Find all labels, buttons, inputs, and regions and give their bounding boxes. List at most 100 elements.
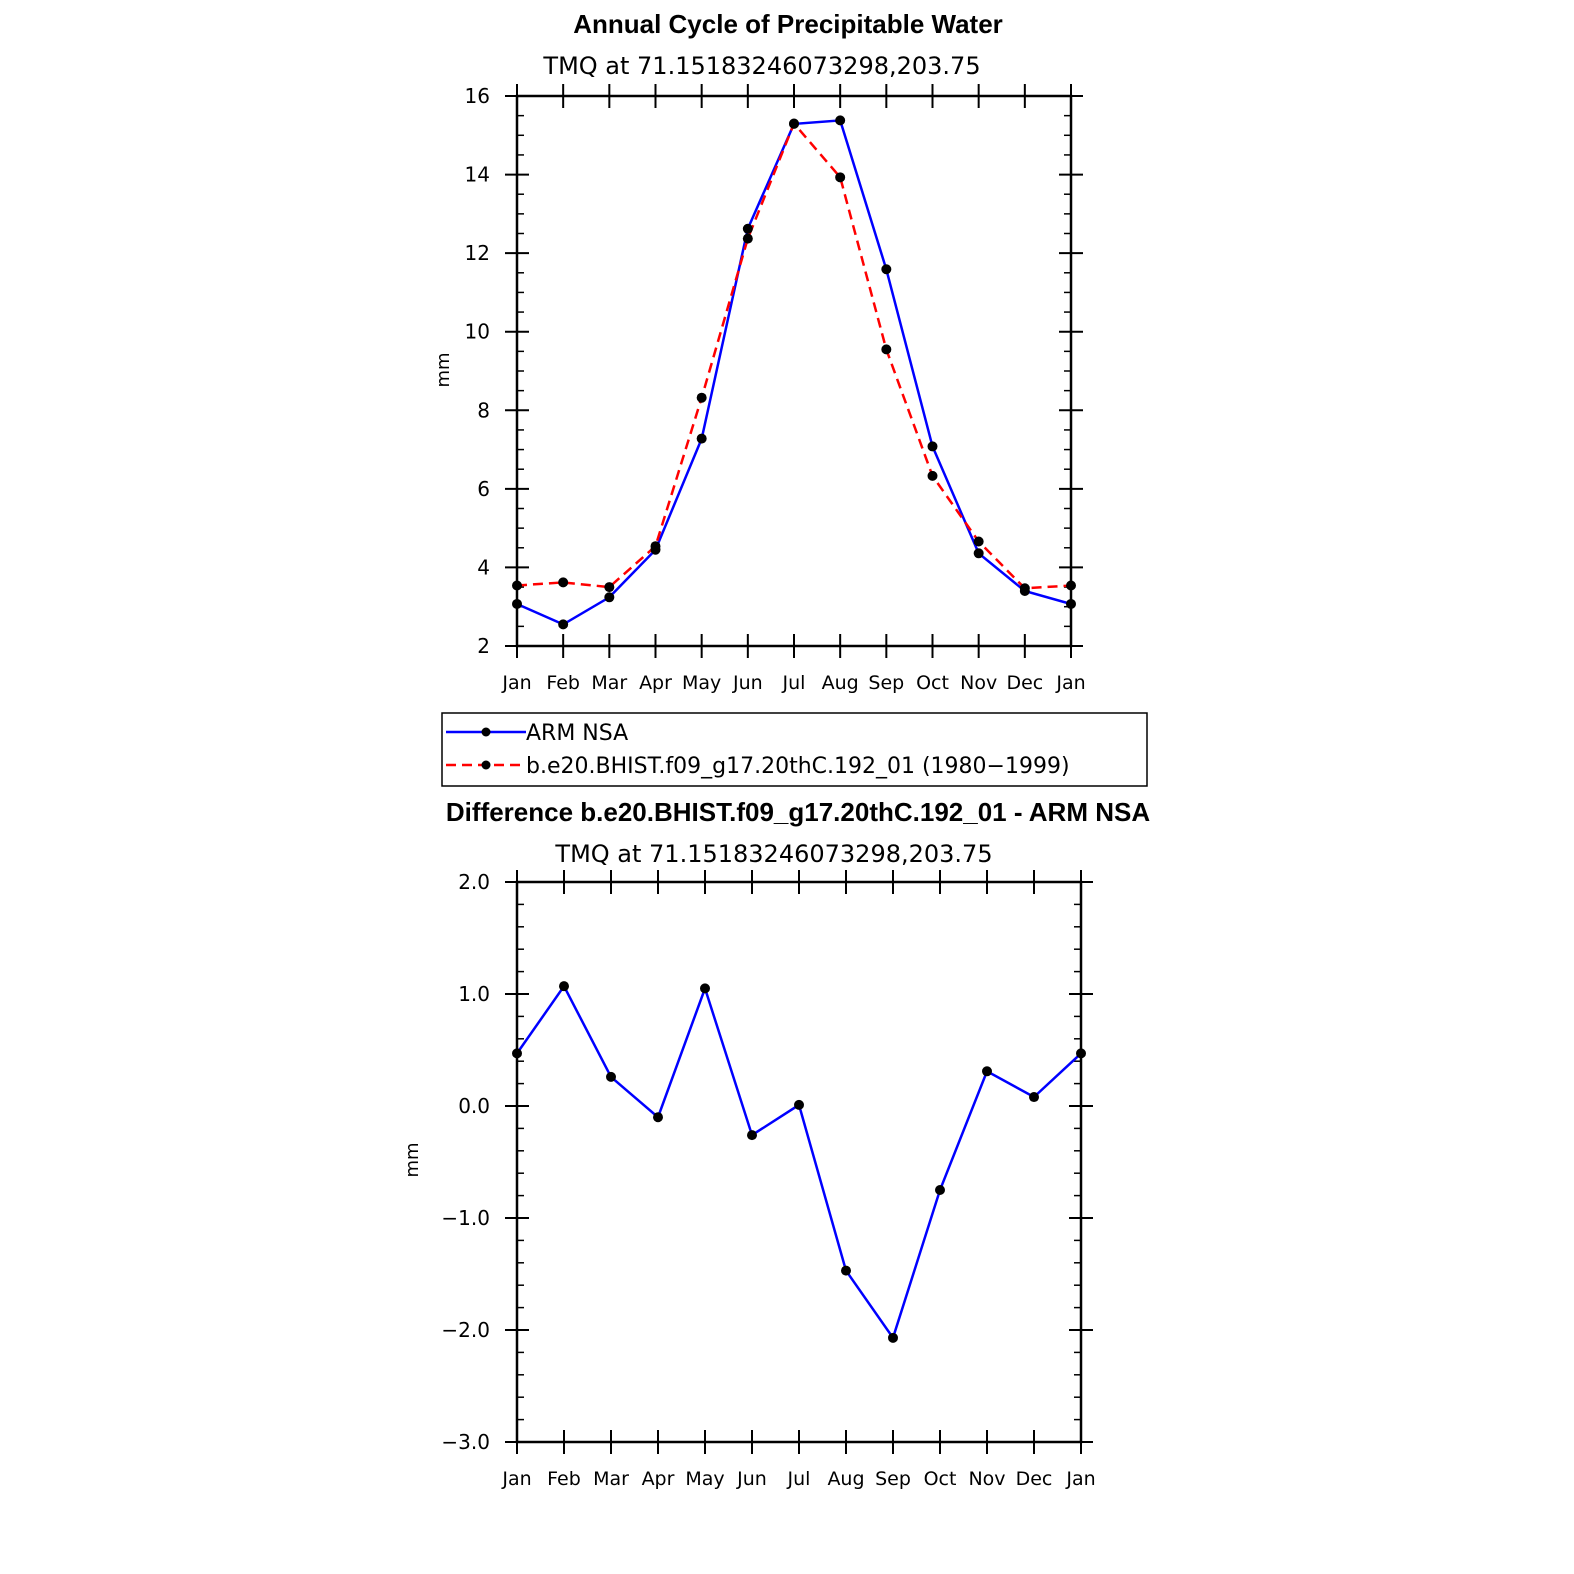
x-tick-label: Dec — [1016, 1468, 1053, 1490]
data-point-series-1 — [512, 580, 522, 591]
data-point-series-0 — [835, 115, 846, 126]
data-point-series-0 — [747, 1130, 757, 1141]
data-point-series-0 — [604, 592, 615, 603]
x-tick-label: Sep — [868, 672, 904, 694]
y-tick-label: −2.0 — [441, 1318, 490, 1342]
x-tick-label: Jul — [782, 672, 806, 694]
x-tick-label: Jun — [736, 1468, 767, 1490]
chart-subtitle: TMQ at 71.15183246073298,203.75 — [554, 840, 992, 868]
data-point-series-0 — [973, 548, 984, 559]
x-tick-label: May — [682, 672, 721, 694]
data-point-series-1 — [973, 536, 984, 547]
y-tick-label: 4 — [477, 555, 490, 579]
data-point-series-1 — [789, 118, 799, 129]
legend-marker-arm-nsa — [481, 727, 491, 737]
y-tick-label: 2 — [477, 634, 490, 658]
x-tick-label: Sep — [875, 1468, 911, 1490]
data-point-series-0 — [881, 264, 892, 275]
data-point-series-0 — [558, 619, 569, 630]
data-point-series-0 — [888, 1332, 898, 1343]
data-point-series-0 — [1066, 598, 1076, 609]
data-point-series-0 — [927, 441, 938, 452]
chart-subtitle: TMQ at 71.15183246073298,203.75 — [542, 52, 980, 80]
x-tick-label: Jun — [732, 672, 763, 694]
y-tick-label: −1.0 — [441, 1206, 490, 1230]
series-layer — [512, 115, 1076, 630]
y-axis-label: mm — [433, 352, 454, 387]
data-point-series-0 — [1076, 1048, 1086, 1059]
y-tick-label: 16 — [465, 84, 490, 108]
x-tick-label: Mar — [593, 1468, 629, 1490]
data-point-series-0 — [1029, 1092, 1039, 1103]
data-point-series-1 — [742, 233, 753, 244]
legend-box — [441, 712, 1148, 787]
x-tick-label: Jan — [501, 1468, 531, 1490]
x-tick-labels: Jan Feb Mar Apr May Jun Jul Aug Sep Oct Nov Dec Jan — [501, 1468, 1095, 1490]
data-point-series-0 — [700, 983, 710, 994]
y-tick-labels: −3.0 −2.0 −1.0 0.0 1.0 2.0 — [441, 870, 490, 1454]
data-point-series-1 — [1019, 583, 1030, 594]
data-point-series-0 — [606, 1071, 616, 1082]
x-tick-label: Nov — [960, 672, 997, 694]
y-tick-label: 14 — [465, 163, 490, 187]
data-point-series-0 — [512, 1048, 522, 1059]
x-tick-label: Aug — [822, 672, 859, 694]
legend-item-arm-nsa: ARM NSA — [446, 721, 628, 746]
series-layer — [512, 981, 1086, 1343]
y-tick-label: 8 — [477, 398, 490, 422]
x-tick-label: May — [685, 1468, 724, 1490]
x-tick-label: Oct — [916, 672, 949, 694]
x-tick-labels: Jan Feb Mar Apr May Jun Jul Aug Sep Oct Nov Dec Jan — [501, 672, 1085, 694]
axes-ticks — [505, 84, 1083, 658]
legend-marker-model — [481, 760, 491, 770]
y-tick-label: 10 — [465, 320, 490, 344]
series-line-1 — [516, 121, 1072, 590]
data-point-series-1 — [604, 582, 615, 593]
data-point-series-1 — [558, 577, 569, 588]
y-tick-label: 2.0 — [458, 870, 490, 894]
data-point-series-1 — [1066, 580, 1076, 591]
data-point-series-0 — [696, 433, 707, 444]
data-point-series-0 — [742, 223, 753, 234]
legend-label-arm-nsa: ARM NSA — [526, 721, 628, 746]
data-point-series-0 — [653, 1112, 663, 1123]
x-tick-label: Oct — [924, 1468, 957, 1490]
data-point-series-1 — [696, 392, 707, 403]
x-tick-label: Mar — [591, 672, 627, 694]
y-tick-label: 0.0 — [458, 1094, 490, 1118]
axes-ticks — [505, 870, 1093, 1454]
y-axis-label: mm — [402, 1142, 423, 1177]
x-tick-label: Jul — [787, 1468, 811, 1490]
chart-title: Annual Cycle of Precipitable Water — [573, 9, 1003, 39]
data-point-series-1 — [927, 470, 938, 481]
data-point-series-0 — [935, 1185, 945, 1195]
x-tick-label: Jan — [1055, 672, 1085, 694]
y-tick-label: 12 — [465, 241, 490, 265]
plot-frame — [515, 94, 1073, 648]
x-tick-label: Aug — [827, 1468, 864, 1490]
chart-title: Difference b.e20.BHIST.f09_g17.20thC.192… — [446, 797, 1150, 827]
difference-chart: Difference b.e20.BHIST.f09_g17.20thC.192… — [402, 797, 1150, 1490]
data-point-series-0 — [559, 981, 569, 992]
legend: ARM NSA b.e20.BHIST.f09_g17.20thC.192_01… — [441, 712, 1148, 787]
y-tick-label: 6 — [477, 477, 490, 501]
x-tick-label: Feb — [546, 672, 580, 694]
data-point-series-1 — [881, 344, 892, 355]
data-point-series-0 — [982, 1066, 992, 1077]
x-tick-label: Feb — [547, 1468, 581, 1490]
plot-frame — [515, 880, 1083, 1444]
x-tick-label: Nov — [968, 1468, 1005, 1490]
data-point-series-1 — [650, 541, 661, 552]
data-point-series-1 — [835, 172, 846, 183]
y-tick-label: −3.0 — [441, 1430, 490, 1454]
x-tick-label: Dec — [1006, 672, 1043, 694]
data-point-series-0 — [841, 1265, 851, 1276]
data-point-series-0 — [794, 1099, 804, 1110]
x-tick-label: Apr — [642, 1468, 675, 1490]
data-point-series-0 — [512, 598, 522, 609]
x-tick-label: Jan — [501, 672, 531, 694]
legend-label-model: b.e20.BHIST.f09_g17.20thC.192_01 (1980−1… — [526, 754, 1070, 779]
x-tick-label: Jan — [1065, 1468, 1095, 1490]
x-tick-label: Apr — [639, 672, 672, 694]
